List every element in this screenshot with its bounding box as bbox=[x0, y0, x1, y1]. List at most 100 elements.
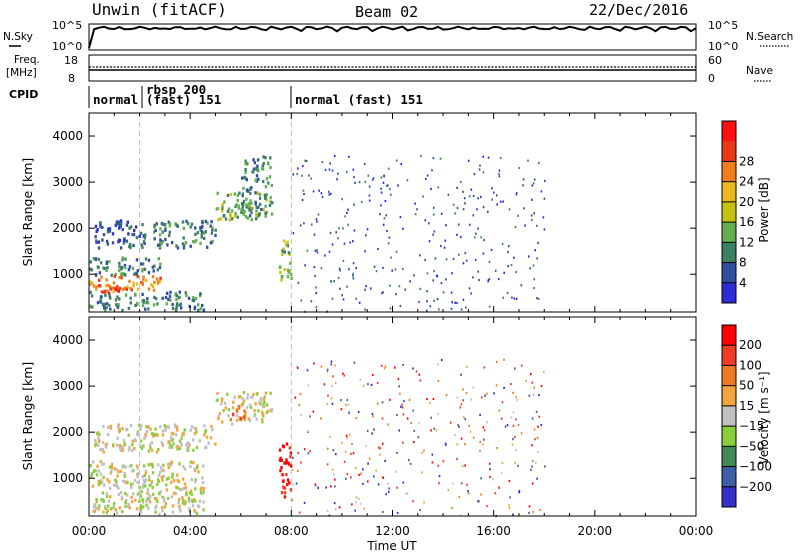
power-cell bbox=[483, 239, 485, 242]
power-cell bbox=[108, 303, 111, 307]
velocity-cell bbox=[346, 472, 349, 476]
velocity-cell bbox=[192, 461, 195, 465]
velocity-cell bbox=[159, 490, 162, 494]
power-cell bbox=[368, 199, 371, 202]
velocity-cell bbox=[263, 400, 266, 405]
power-cell bbox=[255, 205, 258, 209]
velocity-cell bbox=[155, 504, 158, 508]
velocity-cell bbox=[101, 498, 104, 502]
power-cell bbox=[262, 208, 265, 212]
velocity-cell bbox=[333, 502, 336, 505]
velocity-ytick-label: 2000 bbox=[52, 425, 83, 439]
velocity-cell bbox=[176, 478, 179, 482]
station-title: Unwin (fitACF) bbox=[92, 0, 227, 19]
velocity-cell bbox=[340, 399, 342, 402]
velocity-cell bbox=[531, 444, 533, 447]
power-cell bbox=[431, 169, 433, 172]
power-cell bbox=[310, 300, 313, 303]
power-cell bbox=[265, 198, 268, 202]
power-cell bbox=[256, 158, 260, 162]
velocity-cell bbox=[94, 506, 98, 510]
velocity-cell bbox=[367, 462, 369, 465]
power-cell bbox=[279, 265, 282, 269]
velocity-cell bbox=[517, 423, 520, 427]
velocity-cell bbox=[140, 446, 144, 450]
power-cell bbox=[368, 185, 371, 188]
power-cell bbox=[389, 284, 391, 287]
velocity-cell bbox=[227, 408, 230, 412]
velocity-colorbar-tick: 100 bbox=[739, 358, 762, 372]
velocity-cell bbox=[295, 482, 298, 485]
velocity-cell bbox=[286, 483, 289, 487]
power-cell bbox=[365, 285, 367, 288]
power-cell bbox=[254, 202, 257, 206]
power-cell bbox=[125, 239, 128, 243]
power-cell bbox=[289, 261, 292, 265]
velocity-cell bbox=[456, 396, 459, 399]
power-cell bbox=[245, 205, 248, 209]
power-cell bbox=[104, 267, 107, 271]
power-cell bbox=[104, 284, 108, 288]
power-cell bbox=[395, 159, 398, 162]
power-cell bbox=[244, 214, 248, 219]
power-cell bbox=[530, 214, 533, 217]
velocity-cell bbox=[372, 415, 374, 418]
power-cell bbox=[158, 244, 162, 248]
velocity-cell bbox=[534, 438, 536, 441]
power-cell bbox=[491, 198, 493, 201]
velocity-cell bbox=[90, 472, 94, 476]
power-cell bbox=[248, 208, 252, 212]
velocity-cell bbox=[193, 426, 196, 431]
power-cell bbox=[150, 283, 153, 287]
power-cell bbox=[146, 297, 149, 301]
power-cell bbox=[131, 266, 135, 270]
velocity-cell bbox=[370, 383, 373, 386]
velocity-cell bbox=[480, 477, 482, 480]
power-cell bbox=[450, 307, 453, 310]
velocity-cell bbox=[143, 436, 146, 440]
power-cell bbox=[175, 244, 178, 248]
power-cell bbox=[175, 302, 179, 306]
velocity-cell bbox=[165, 488, 169, 492]
power-cell bbox=[264, 214, 267, 218]
velocity-cell bbox=[157, 463, 160, 467]
velocity-cell bbox=[543, 371, 545, 374]
power-cell bbox=[195, 239, 198, 243]
velocity-cell bbox=[116, 425, 120, 429]
velocity-cell bbox=[317, 486, 319, 489]
velocity-cell bbox=[233, 395, 236, 399]
power-cell bbox=[395, 293, 397, 296]
power-cell bbox=[321, 195, 324, 198]
power-cell bbox=[92, 284, 96, 288]
velocity-cell bbox=[267, 409, 270, 413]
power-cell bbox=[109, 307, 112, 311]
xtick-label: 00:00 bbox=[679, 524, 714, 538]
power-cell bbox=[380, 191, 383, 194]
power-cell bbox=[139, 262, 143, 266]
power-cell bbox=[196, 231, 199, 235]
power-cell bbox=[106, 266, 109, 270]
power-cell bbox=[120, 267, 123, 271]
power-cell bbox=[506, 291, 509, 295]
velocity-cell bbox=[460, 403, 463, 406]
power-cell bbox=[445, 278, 447, 281]
velocity-colorbar-tick: 200 bbox=[739, 338, 762, 352]
velocity-cell bbox=[402, 441, 404, 444]
velocity-cell bbox=[189, 460, 192, 464]
power-cell bbox=[327, 190, 330, 193]
power-colorbar-swatch bbox=[722, 242, 736, 264]
xtick-label: 12:00 bbox=[375, 524, 410, 538]
power-cell bbox=[514, 226, 517, 229]
power-cell bbox=[531, 184, 534, 187]
velocity-cell bbox=[431, 453, 434, 456]
power-cell bbox=[352, 240, 354, 243]
velocity-cell bbox=[398, 385, 400, 388]
velocity-cell bbox=[171, 475, 174, 479]
velocity-cell bbox=[133, 447, 136, 451]
velocity-cell bbox=[314, 483, 317, 486]
power-cell bbox=[229, 193, 232, 197]
power-cell bbox=[94, 257, 97, 261]
nsky-tick-top: 10^5 bbox=[52, 19, 82, 32]
velocity-cell bbox=[124, 465, 128, 469]
velocity-cell bbox=[247, 417, 251, 421]
